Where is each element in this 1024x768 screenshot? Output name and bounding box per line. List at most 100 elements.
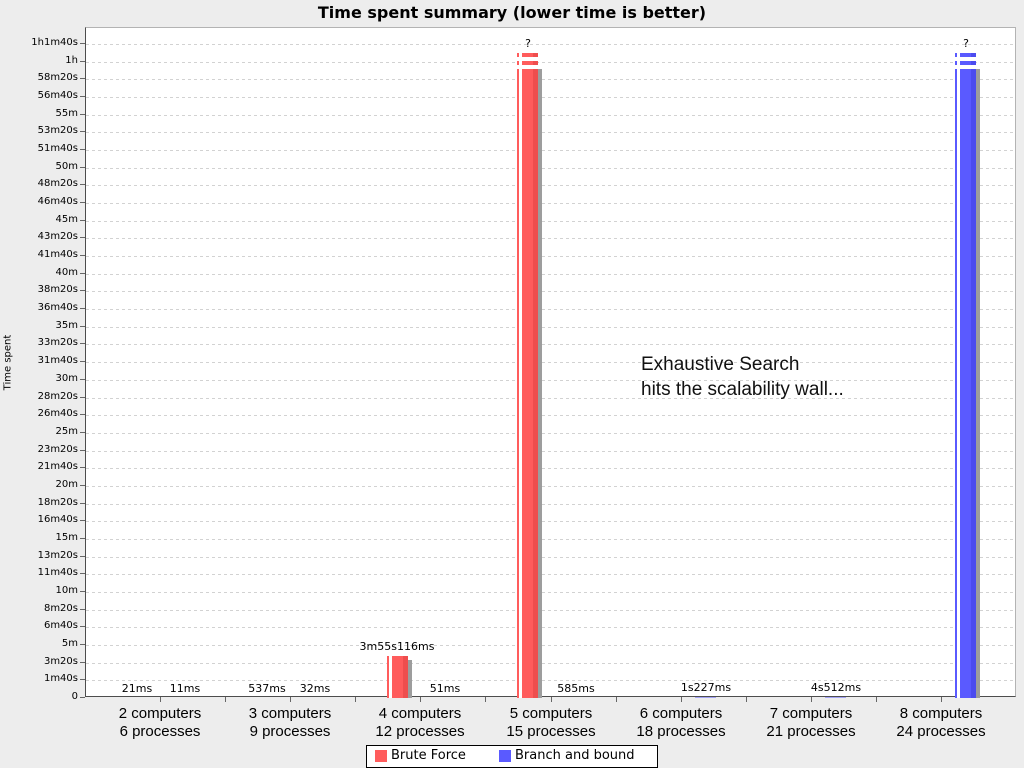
gridline xyxy=(86,273,1015,275)
y-tick-label: 35m xyxy=(55,319,78,331)
value-label: 3m55s116ms xyxy=(359,640,435,653)
y-tick-mark xyxy=(80,96,85,98)
gridline xyxy=(86,344,1015,346)
y-tick-mark xyxy=(80,396,85,398)
y-tick-label: 8m20s xyxy=(43,602,78,614)
bar-cut-stripe xyxy=(955,65,976,69)
x-tick-mark xyxy=(616,697,617,702)
y-tick-mark xyxy=(80,290,85,292)
y-tick-mark xyxy=(80,325,85,327)
gridline xyxy=(86,503,1015,505)
y-tick-label: 20m xyxy=(55,478,78,490)
gridline xyxy=(86,167,1015,169)
bar-cut-stripe xyxy=(955,57,976,61)
gridline xyxy=(86,256,1015,258)
y-tick-mark xyxy=(80,184,85,186)
y-tick-label: 1h xyxy=(65,54,78,66)
gridline xyxy=(86,326,1015,328)
gridline xyxy=(86,185,1015,187)
annotation: Exhaustive Search hits the scalability w… xyxy=(641,352,844,402)
y-tick-label: 18m20s xyxy=(37,496,78,508)
y-tick-mark xyxy=(80,626,85,628)
y-tick-mark xyxy=(80,414,85,416)
value-label: 21ms xyxy=(121,682,153,695)
y-tick-mark xyxy=(80,113,85,115)
y-tick-label: 58m20s xyxy=(37,72,78,84)
gridline xyxy=(86,97,1015,99)
gridline xyxy=(86,432,1015,434)
value-label: 1s227ms xyxy=(680,681,732,694)
y-tick-mark xyxy=(80,255,85,257)
y-tick-label: 1m40s xyxy=(43,673,78,685)
y-tick-mark xyxy=(80,431,85,433)
category-label: 4 computers 12 processes xyxy=(375,705,465,740)
gridline xyxy=(86,415,1015,417)
value-label: ? xyxy=(963,37,969,50)
gridline xyxy=(86,468,1015,470)
gridline xyxy=(86,309,1015,311)
gridline xyxy=(86,150,1015,152)
y-tick-label: 15m xyxy=(55,531,78,543)
gridline xyxy=(86,291,1015,293)
y-tick-label: 56m40s xyxy=(37,90,78,102)
gridline xyxy=(86,609,1015,611)
gridline xyxy=(86,521,1015,523)
y-tick-mark xyxy=(80,573,85,575)
y-tick-mark xyxy=(80,520,85,522)
y-tick-label: 41m40s xyxy=(37,249,78,261)
bar-cut-stripe xyxy=(517,65,538,69)
y-tick-label: 50m xyxy=(55,160,78,172)
y-tick-mark xyxy=(80,449,85,451)
legend-swatch-branch-and-bound xyxy=(499,750,511,762)
y-tick-mark xyxy=(80,202,85,204)
gridline xyxy=(86,591,1015,593)
y-tick-mark xyxy=(80,643,85,645)
y-tick-mark xyxy=(80,149,85,151)
bar xyxy=(517,53,538,698)
x-tick-mark xyxy=(811,697,812,702)
category-label: 8 computers 24 processes xyxy=(896,705,986,740)
x-tick-mark xyxy=(876,697,877,702)
y-tick-label: 33m20s xyxy=(37,337,78,349)
y-tick-label: 6m40s xyxy=(43,620,78,632)
legend: Brute Force Branch and bound xyxy=(366,745,658,768)
gridline xyxy=(86,574,1015,576)
y-tick-mark xyxy=(80,131,85,133)
y-tick-label: 48m20s xyxy=(37,178,78,190)
annotation-line-1: Exhaustive Search xyxy=(641,354,800,375)
category-label: 7 computers 21 processes xyxy=(766,705,856,740)
gridline xyxy=(86,556,1015,558)
y-tick-label: 31m40s xyxy=(37,355,78,367)
y-tick-label: 5m xyxy=(61,637,78,649)
value-label: 537ms xyxy=(248,682,286,695)
category-label: 5 computers 15 processes xyxy=(506,705,596,740)
y-tick-mark xyxy=(80,308,85,310)
y-tick-mark xyxy=(80,166,85,168)
gridline xyxy=(86,61,1015,63)
gridline xyxy=(86,379,1015,381)
y-tick-label: 55m xyxy=(55,107,78,119)
gridline xyxy=(86,238,1015,240)
y-tick-label: 3m20s xyxy=(43,655,78,667)
gridline xyxy=(86,538,1015,540)
legend-label-brute-force: Brute Force xyxy=(391,748,466,763)
value-label: ? xyxy=(525,37,531,50)
gridline xyxy=(86,485,1015,487)
y-tick-label: 45m xyxy=(55,213,78,225)
y-tick-mark xyxy=(80,43,85,44)
y-tick-mark xyxy=(80,272,85,274)
y-tick-label: 26m40s xyxy=(37,408,78,420)
x-tick-mark xyxy=(746,697,747,702)
y-tick-label: 38m20s xyxy=(37,284,78,296)
y-tick-mark xyxy=(80,679,85,681)
gridline xyxy=(86,362,1015,364)
y-tick-mark xyxy=(80,590,85,592)
category-label: 2 computers 6 processes xyxy=(118,705,202,740)
y-tick-mark xyxy=(80,78,85,80)
gridline xyxy=(86,450,1015,452)
bar xyxy=(695,697,716,698)
y-tick-mark xyxy=(80,661,85,663)
x-tick-mark xyxy=(420,697,421,702)
bar xyxy=(955,53,976,698)
bar xyxy=(387,656,408,698)
